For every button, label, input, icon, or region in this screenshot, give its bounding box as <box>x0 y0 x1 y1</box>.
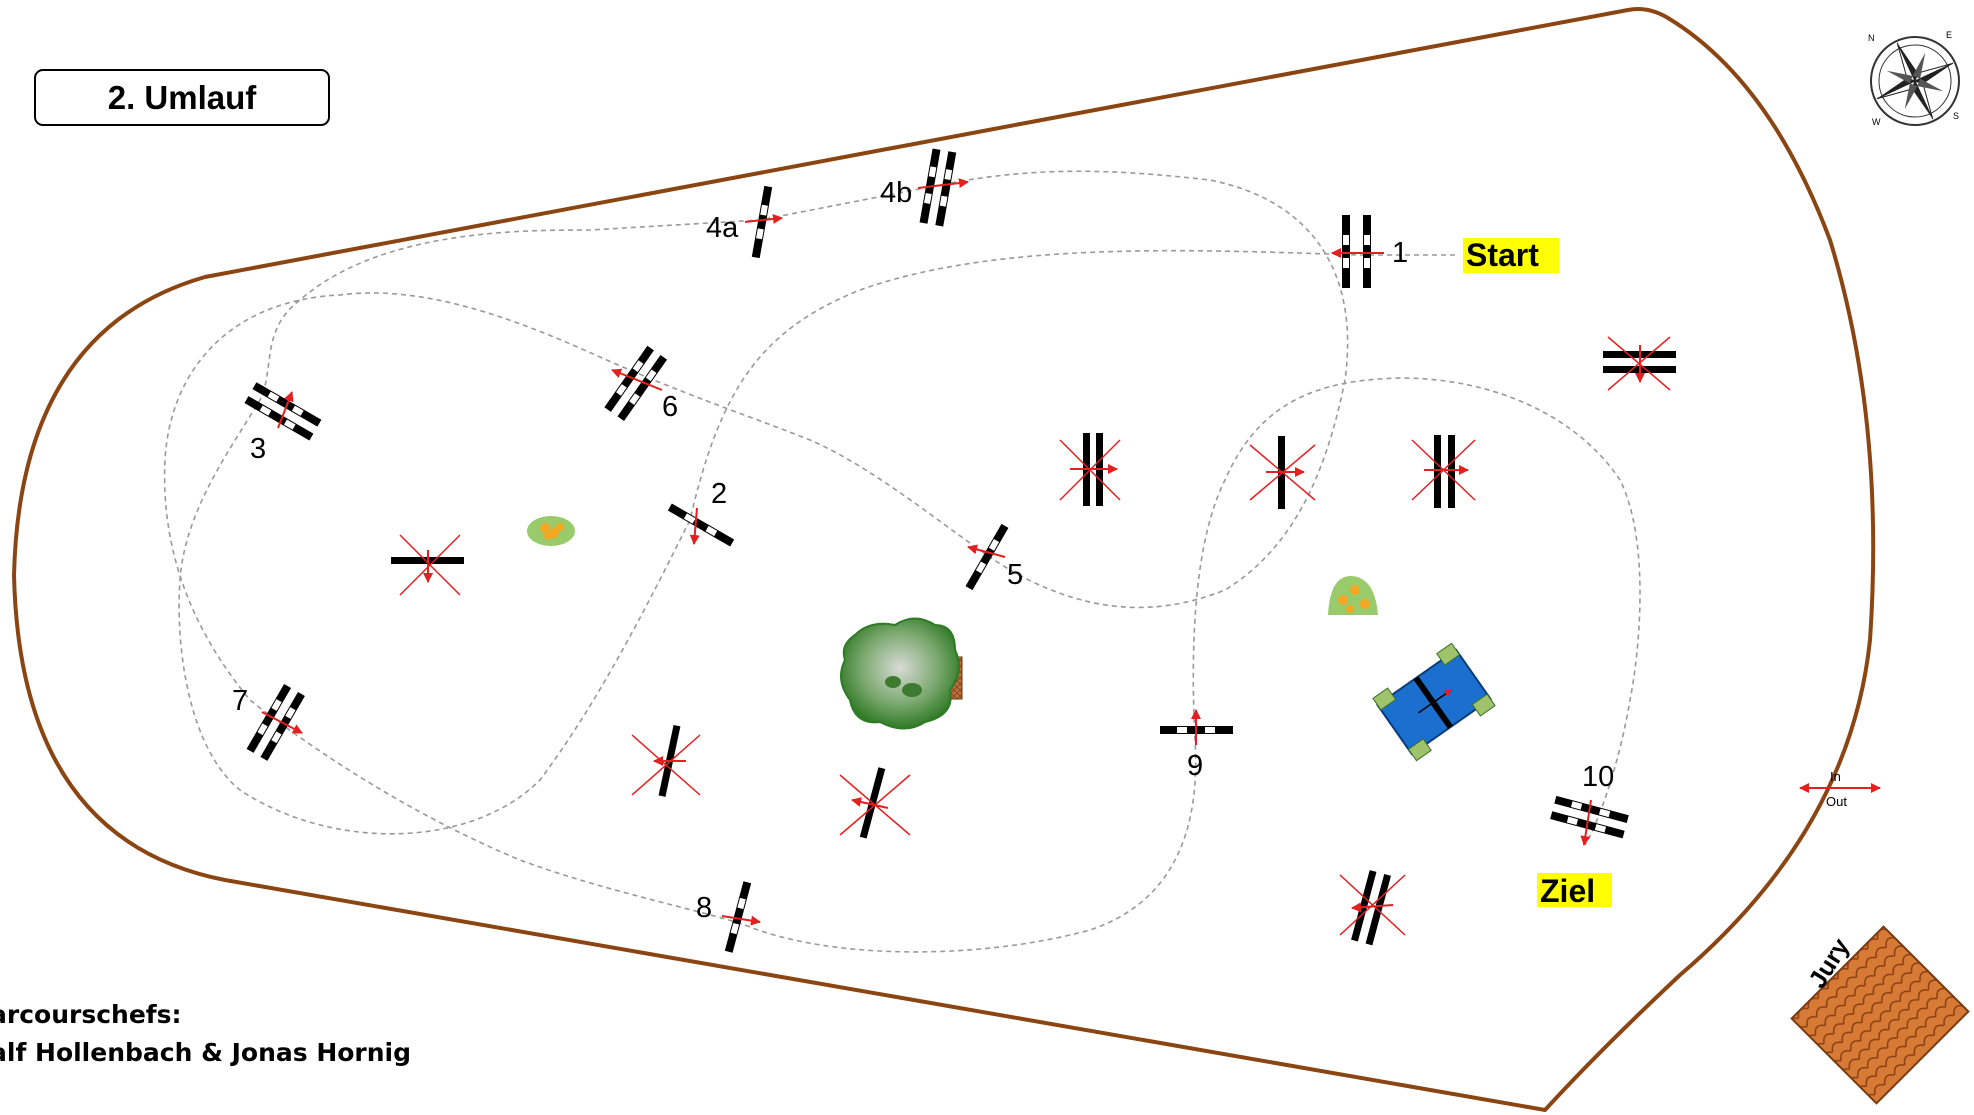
round-title-box: 2. Umlauf <box>34 69 330 126</box>
obstacle-4a: 4a <box>706 185 783 259</box>
obstacle-10: 10 <box>1550 761 1629 846</box>
in-label: In <box>1830 769 1841 784</box>
flower-bed-right <box>1328 575 1378 615</box>
obstacle-2: 2 <box>667 478 735 547</box>
course-route <box>163 170 1641 953</box>
obstacle-5-number: 5 <box>1007 559 1023 591</box>
tree-icon <box>840 617 963 730</box>
compass-rose-icon: N E S W <box>1868 30 1960 127</box>
unused-jump-b <box>1059 433 1121 506</box>
obstacle-4b-number: 4b <box>880 177 912 209</box>
arena-border <box>11 7 1876 1113</box>
course-designers: arcourschefs: alf Hollenbach & Jonas Hor… <box>0 996 411 1072</box>
obstacle-1-number: 1 <box>1392 237 1408 269</box>
credits-line-2: alf Hollenbach & Jonas Hornig <box>0 1038 412 1067</box>
obstacle-7-number: 7 <box>232 685 248 717</box>
unused-jump-c <box>1249 436 1316 509</box>
unused-jump-e <box>391 534 464 596</box>
flower-bed-left <box>527 516 575 546</box>
obstacle-7: 7 <box>232 683 305 761</box>
obstacle-10-number: 10 <box>1582 761 1614 793</box>
obstacle-5: 5 <box>965 523 1023 591</box>
obstacle-2-number: 2 <box>711 478 727 510</box>
obstacle-1: 1 <box>1331 215 1408 288</box>
unused-jump-a <box>1603 336 1676 391</box>
obstacle-6: 6 <box>604 345 678 423</box>
out-label: Out <box>1826 794 1847 809</box>
obstacle-3-number: 3 <box>250 433 266 465</box>
compass-s: S <box>1953 111 1959 121</box>
unused-jump-f <box>631 724 701 797</box>
obstacle-9: 9 <box>1160 709 1233 782</box>
obstacle-4b: 4b <box>880 148 969 227</box>
jury-house-icon <box>1790 925 1970 1105</box>
compass-e: E <box>1946 30 1952 40</box>
credits-line-1: arcourschefs: <box>0 1000 182 1029</box>
unused-jump-h <box>1339 870 1406 946</box>
finish-highlight <box>1537 873 1612 907</box>
obstacle-4a-number: 4a <box>706 212 739 244</box>
compass-n: N <box>1868 33 1875 43</box>
compass-w: W <box>1872 117 1881 127</box>
finish-label: Ziel <box>1540 873 1595 909</box>
water-jump-icon <box>1372 642 1496 762</box>
obstacle-8-number: 8 <box>696 892 712 924</box>
obstacle-9-number: 9 <box>1187 750 1203 782</box>
in-out-gate: In Out <box>1799 769 1881 809</box>
start-label: Start <box>1466 237 1539 273</box>
round-title: 2. Umlauf <box>107 78 257 116</box>
start-highlight <box>1463 238 1559 273</box>
obstacle-3: 3 <box>244 382 322 465</box>
unused-jump-g <box>839 767 911 839</box>
unused-jump-d <box>1411 435 1476 508</box>
obstacle-8: 8 <box>696 881 761 953</box>
obstacle-6-number: 6 <box>662 391 678 423</box>
